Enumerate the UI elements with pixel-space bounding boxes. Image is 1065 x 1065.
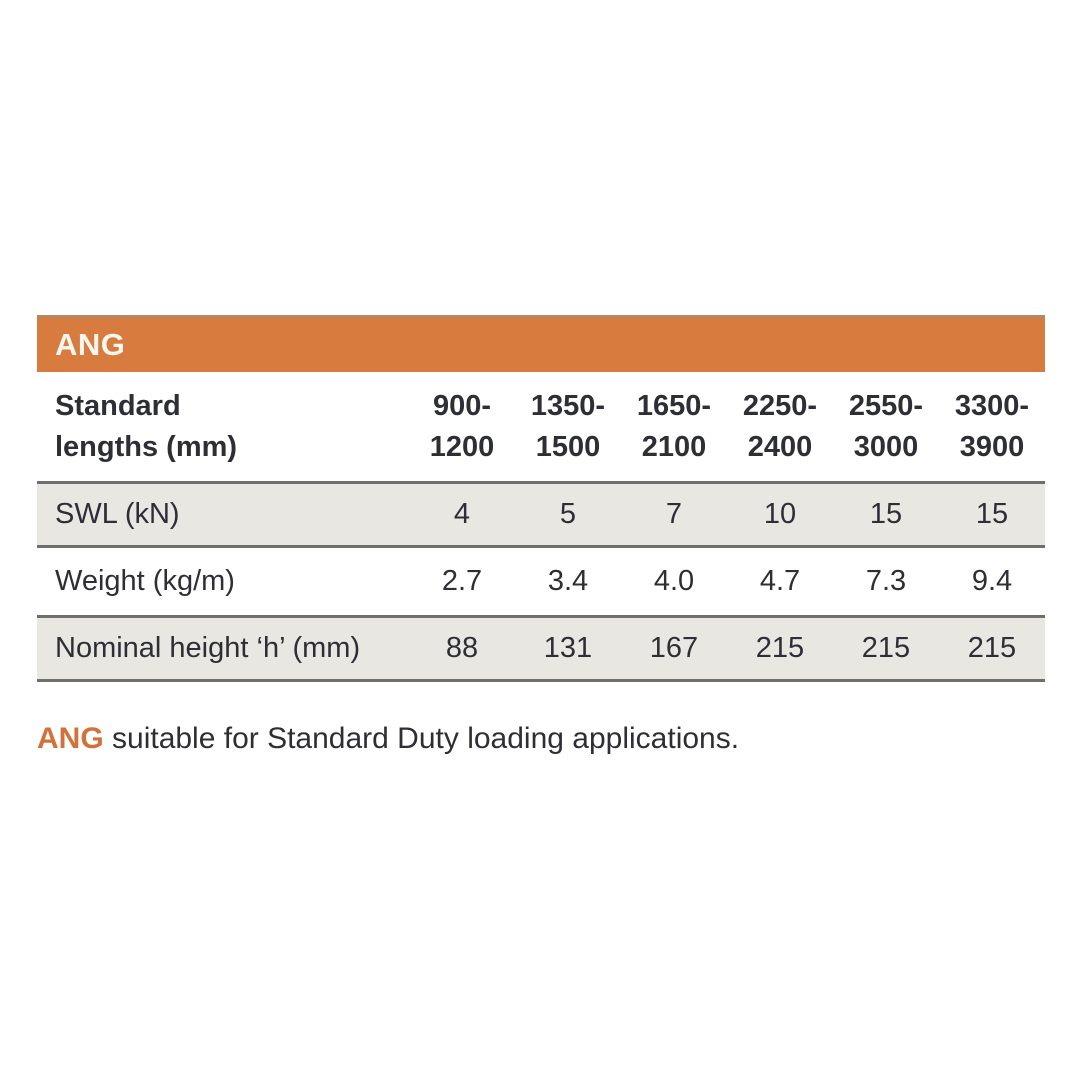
table-row-swl: SWL (kN) 4 5 7 10 15 15: [37, 481, 1045, 548]
table-cell: 4: [453, 498, 471, 530]
table-cell: 167: [649, 632, 699, 664]
column-header-range-start: 1350-: [530, 390, 606, 423]
column-header-range-start: 1650-: [636, 390, 712, 423]
column-header: 1350- 1500: [515, 386, 621, 466]
table-cell: 4.0: [653, 565, 695, 597]
column-header-range-end: 3000: [853, 430, 919, 463]
column-header-range-start: 900-: [432, 390, 492, 423]
spec-table: ANG Standard lengths (mm) 900- 1200 1350…: [37, 315, 1045, 682]
table-cell: 7.3: [865, 565, 907, 597]
column-header-range-end: 2100: [641, 430, 707, 463]
table-row-weight: Weight (kg/m) 2.7 3.4 4.0 4.7 7.3 9.4: [37, 548, 1045, 615]
column-header: 2550- 3000: [833, 386, 939, 466]
table-title-bar: ANG: [37, 315, 1045, 372]
column-header: 2250- 2400: [727, 386, 833, 466]
table-cell: 88: [445, 632, 479, 664]
table-cell: 9.4: [971, 565, 1013, 597]
column-header-range-end: 2400: [747, 430, 813, 463]
footnote-text: suitable for Standard Duty loading appli…: [103, 722, 740, 755]
table-cell: 3.4: [547, 565, 589, 597]
table-cell: 15: [869, 498, 903, 530]
header-label-line2: lengths (mm): [55, 430, 238, 463]
column-header-range-end: 3900: [959, 430, 1025, 463]
column-header: 3300- 3900: [939, 386, 1045, 466]
table-cell: 215: [967, 632, 1017, 664]
table-cell: 131: [543, 632, 593, 664]
table-cell: 2.7: [441, 565, 483, 597]
table-row-nominal-height: Nominal height ‘h’ (mm) 88 131 167 215 2…: [37, 615, 1045, 682]
table-cell: 215: [755, 632, 805, 664]
column-header-range-end: 1200: [429, 430, 495, 463]
table-cell: 7: [665, 498, 683, 530]
header-label-cell: Standard lengths (mm): [37, 386, 409, 466]
column-header-range-start: 2550-: [848, 390, 924, 423]
footnote: ANG suitable for Standard Duty loading a…: [37, 722, 739, 756]
column-header: 1650- 2100: [621, 386, 727, 466]
table-cell: 4.7: [759, 565, 801, 597]
footnote-product-code: ANG: [37, 722, 104, 755]
row-label: SWL (kN): [55, 498, 180, 530]
row-label: Nominal height ‘h’ (mm): [55, 632, 361, 664]
column-header: 900- 1200: [409, 386, 515, 466]
table-cell: 10: [763, 498, 797, 530]
table-cell: 5: [559, 498, 577, 530]
table-cell: 15: [975, 498, 1009, 530]
table-header-row: Standard lengths (mm) 900- 1200 1350- 15…: [37, 372, 1045, 481]
column-header-range-end: 1500: [535, 430, 601, 463]
column-header-range-start: 2250-: [742, 390, 818, 423]
row-label: Weight (kg/m): [55, 565, 235, 597]
header-label-line1: Standard: [55, 390, 181, 423]
column-header-range-start: 3300-: [954, 390, 1030, 423]
table-title: ANG: [55, 327, 126, 362]
table-cell: 215: [861, 632, 911, 664]
